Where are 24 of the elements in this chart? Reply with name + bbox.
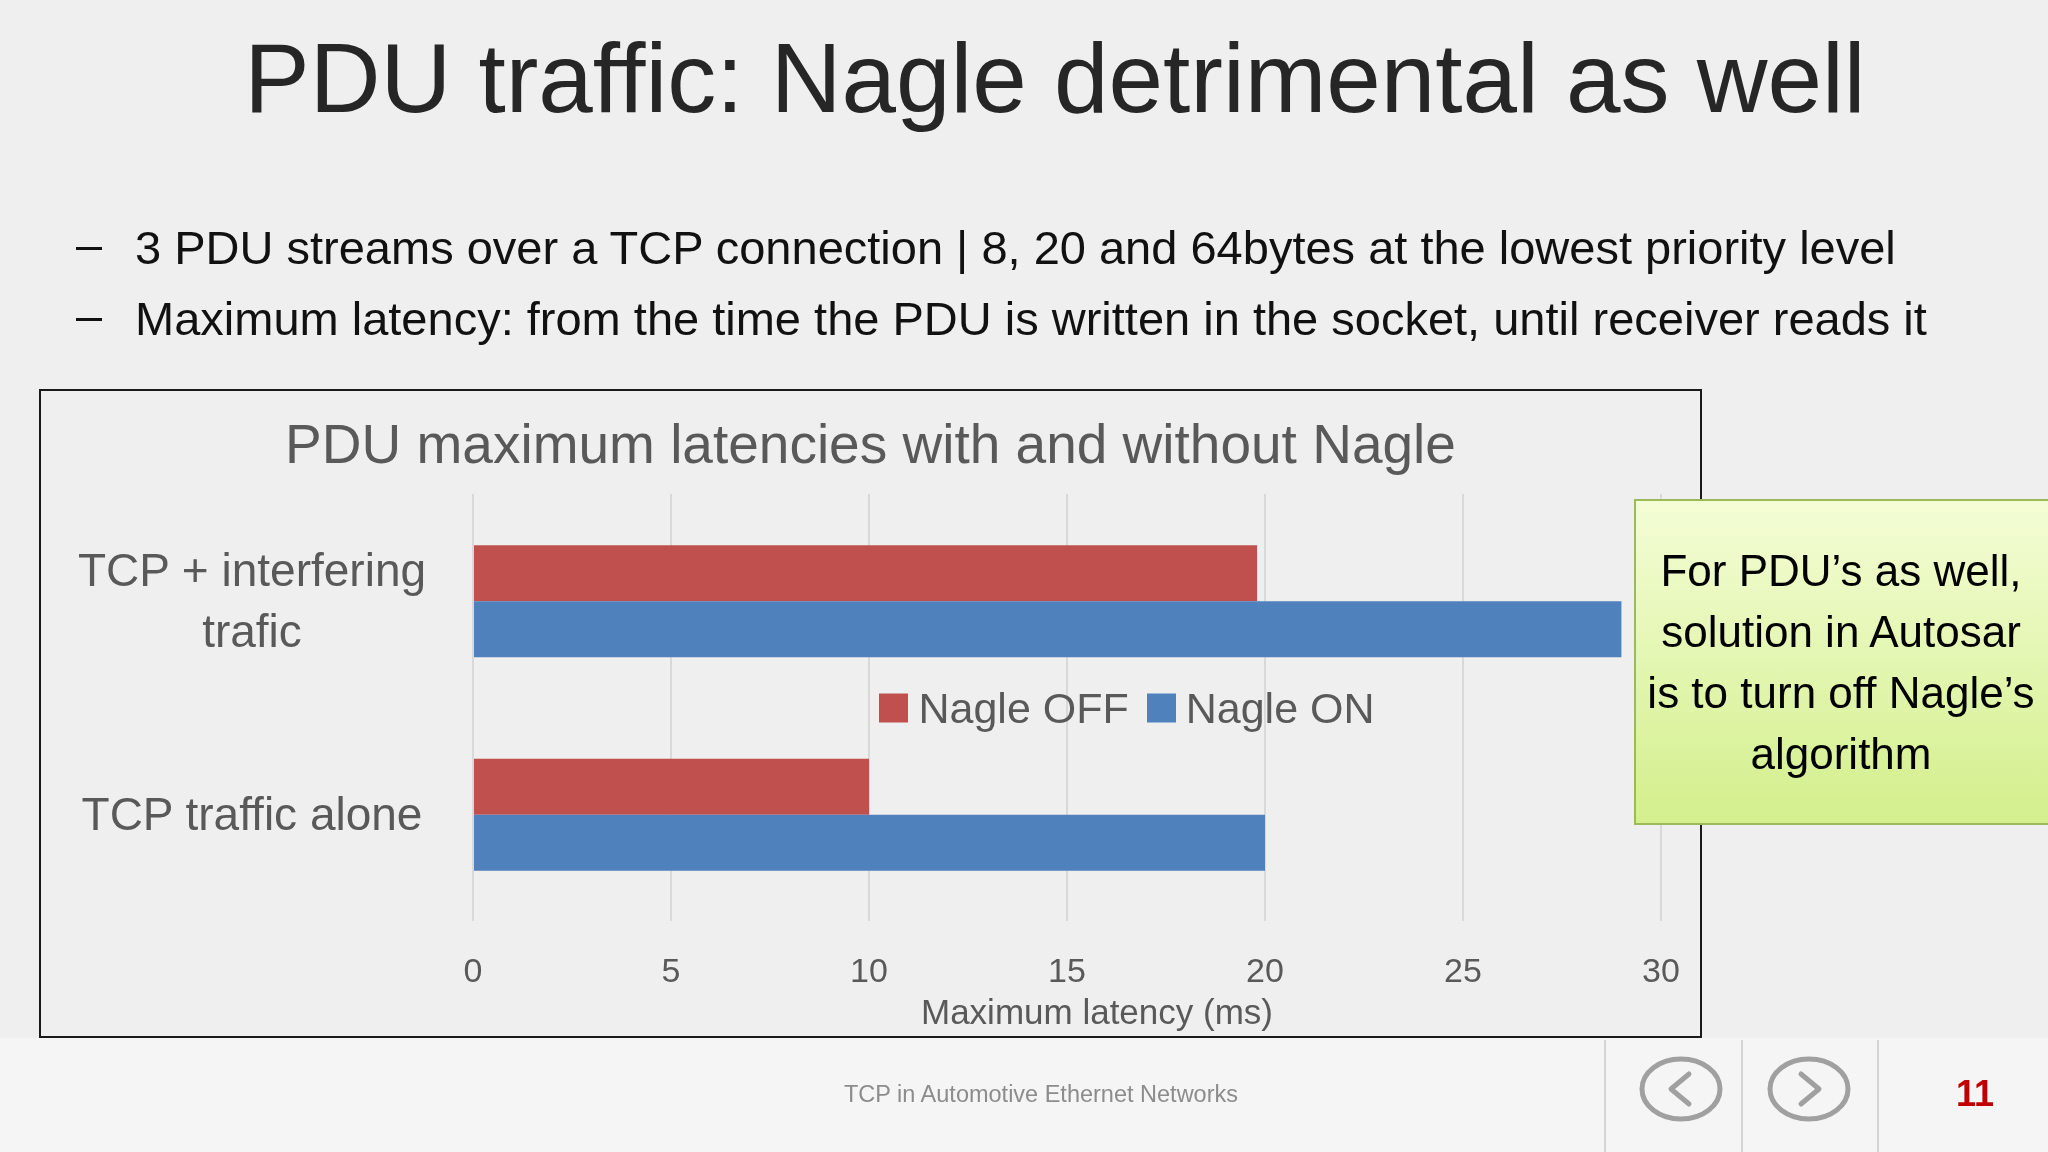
x-tick-label: 25 [1444,951,1482,989]
text: 3 PDU streams over a TCP connection | 8, 20 and 64bytes at the lowest priority level [135,220,1896,276]
bar [473,814,1265,871]
chart-title: PDU traffic: Nagle detrimental as well [243,22,1867,135]
annotation: For PDU’s as well, solution in Autosar is to turn off Nagle’s algorithm [1646,545,2036,780]
text: 11 [1954,1072,1996,1116]
callout-box: For PDU’s as well, solution in Autosar is to turn off Nagle’s algorithm [1634,499,2048,825]
bar [473,758,869,815]
x-tick-label: 30 [1642,951,1680,989]
legend-label: Nagle ON [1185,683,1375,732]
legend-label: Nagle OFF [918,683,1129,732]
chart-subtitle: PDU maximum latencies with and without Nagle [284,412,1457,477]
y-tick-label: TCP + interfering trafic [77,544,427,658]
y-tick-label: TCP traffic alone [81,788,423,841]
x-tick-label: 15 [1048,951,1086,989]
bar [473,545,1258,602]
x-axis-title: Maximum latency (ms) [920,991,1274,1033]
x-tick-label: 20 [1246,951,1284,989]
text: TCP in Automotive Ethernet Networks [843,1080,1239,1109]
bar [473,601,1622,658]
x-tick-label: 5 [661,951,681,989]
x-tick-label: 10 [850,951,888,989]
x-tick-label: 0 [463,951,483,989]
text: Maximum latency: from the time the PDU is written in the socket, until receiver reads it [135,291,1927,347]
